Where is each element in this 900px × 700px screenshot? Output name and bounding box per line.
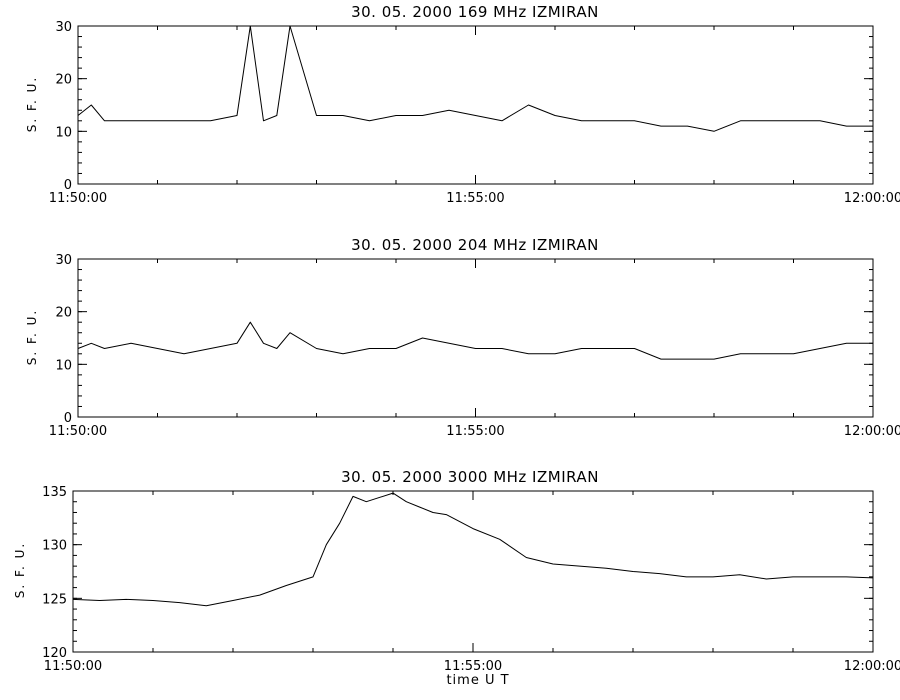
x-tick-label: 11:55:00 [444, 659, 502, 674]
panel-169mhz: 30. 05. 2000 169 MHz IZMIRAN S. F. U. 01… [25, 3, 900, 206]
panel-title-3000mhz: 30. 05. 2000 3000 MHz IZMIRAN [341, 468, 599, 486]
panel-204mhz: 30. 05. 2000 204 MHz IZMIRAN S. F. U. 01… [25, 236, 900, 439]
y-axis-label-204mhz: S. F. U. [25, 309, 39, 365]
y-tick-label: 135 [42, 485, 67, 500]
x-tick-label: 11:55:00 [446, 191, 504, 206]
plot-area-204mhz: 0 10 20 30 11:50:00 11:55:00 12:00:00 [49, 253, 900, 439]
x-tick-label: 11:50:00 [44, 659, 102, 674]
x-tick-label: 12:00:00 [844, 424, 900, 439]
y-axis-label-3000mhz: S. F. U. [13, 542, 27, 598]
y-tick-label: 30 [55, 20, 72, 35]
series-line [77, 25, 873, 132]
x-tick-label: 11:50:00 [49, 424, 107, 439]
panel-title-204mhz: 30. 05. 2000 204 MHz IZMIRAN [351, 236, 599, 254]
panel-3000mhz: 30. 05. 2000 3000 MHz IZMIRAN S. F. U. 1… [13, 468, 900, 688]
y-tick-label: 0 [64, 411, 72, 426]
panel-title-169mhz: 30. 05. 2000 169 MHz IZMIRAN [351, 3, 599, 21]
y-tick-label: 10 [55, 125, 72, 140]
plot-area-169mhz: 0 10 20 30 11:50:00 11:55:00 12:00:00 [49, 20, 900, 206]
y-tick-label: 0 [64, 178, 72, 193]
x-axis-label-3000mhz: time U T [446, 673, 509, 688]
x-tick-label: 12:00:00 [844, 191, 900, 206]
y-tick-label: 130 [42, 539, 67, 554]
x-tick-label: 11:55:00 [446, 424, 504, 439]
series-line [72, 492, 874, 607]
x-tick-label: 11:50:00 [49, 191, 107, 206]
y-tick-label: 30 [55, 253, 72, 268]
y-tick-label: 125 [42, 592, 67, 607]
x-tick-label: 12:00:00 [844, 659, 900, 674]
y-tick-label: 20 [55, 73, 72, 88]
plot-area-3000mhz: 120 125 130 135 11:50:00 11:55:00 12:00:00 [42, 485, 900, 674]
y-axis-label-169mhz: S. F. U. [25, 76, 39, 132]
y-tick-label: 120 [42, 646, 67, 661]
y-tick-label: 10 [55, 358, 72, 373]
y-tick-label: 20 [55, 306, 72, 321]
series-line [77, 321, 873, 360]
